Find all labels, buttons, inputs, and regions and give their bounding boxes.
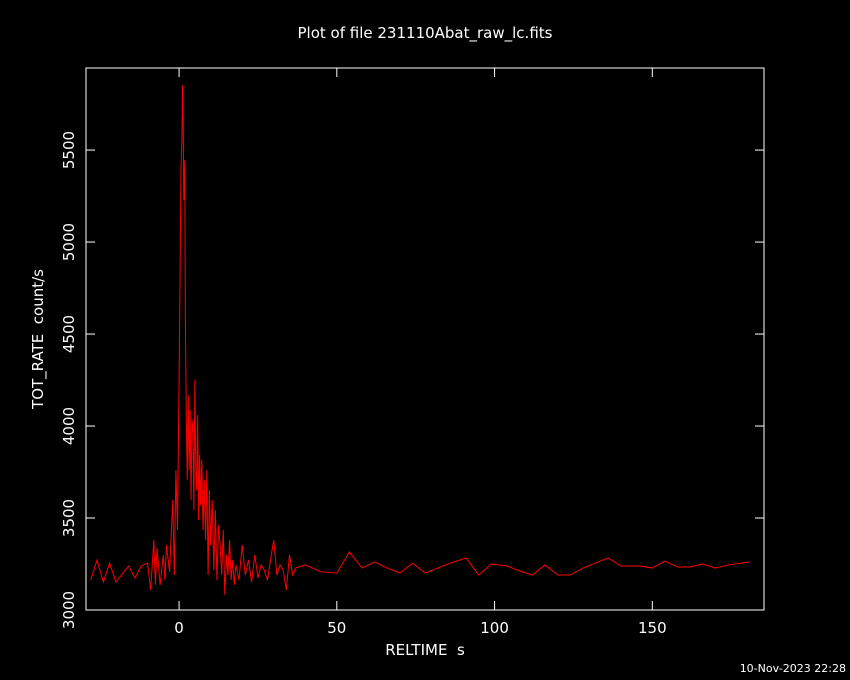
- data-line: [90, 85, 751, 595]
- x-axis-label: RELTIME s: [385, 641, 465, 659]
- x-tick-label: 0: [174, 619, 184, 637]
- plot-frame: [85, 67, 765, 611]
- x-tick-label: 100: [480, 619, 509, 637]
- y-tick-label: 3500: [60, 499, 78, 537]
- x-tick-label: 50: [327, 619, 346, 637]
- y-tick-label: 5000: [60, 223, 78, 261]
- y-tick-label: 3000: [60, 591, 78, 629]
- y-tick-label: 5500: [60, 131, 78, 169]
- y-tick-label: 4500: [60, 315, 78, 353]
- chart-title: Plot of file 231110Abat_raw_lc.fits: [298, 24, 553, 43]
- timestamp: 10-Nov-2023 22:28: [740, 662, 846, 675]
- y-axis-label: TOT_RATE count/s: [29, 269, 48, 410]
- y-tick-label: 4000: [60, 407, 78, 445]
- x-tick-label: 150: [638, 619, 667, 637]
